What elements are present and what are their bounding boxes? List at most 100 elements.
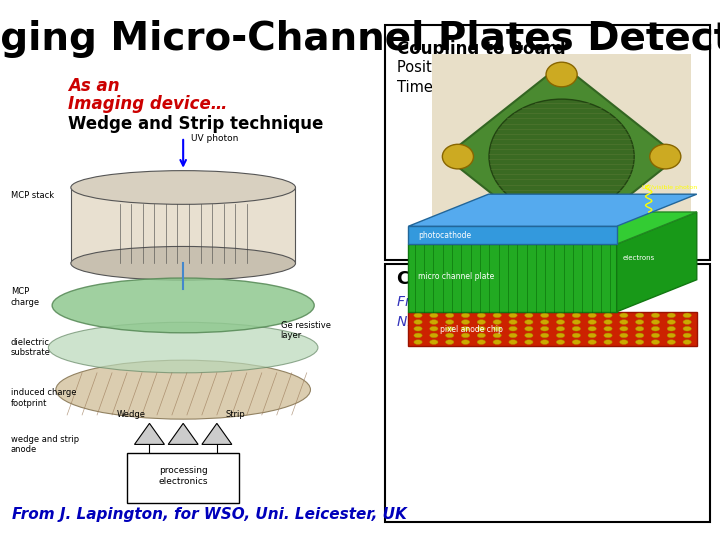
Text: electrons: electrons <box>623 255 655 261</box>
Circle shape <box>477 326 485 331</box>
Circle shape <box>493 313 501 318</box>
Circle shape <box>430 333 438 338</box>
Circle shape <box>636 333 644 338</box>
Ellipse shape <box>71 246 295 280</box>
Circle shape <box>652 340 660 345</box>
Circle shape <box>620 333 628 338</box>
Circle shape <box>588 340 596 345</box>
Polygon shape <box>135 423 164 444</box>
Circle shape <box>652 320 660 325</box>
Circle shape <box>604 320 612 325</box>
Text: Strip: Strip <box>225 410 246 420</box>
Bar <box>385 264 710 522</box>
Text: Time:       1ns: Time: 1ns <box>397 80 497 95</box>
Circle shape <box>572 313 580 318</box>
Text: UV photon: UV photon <box>191 134 238 143</box>
Circle shape <box>493 320 501 325</box>
Circle shape <box>414 333 422 338</box>
Circle shape <box>509 333 517 338</box>
Polygon shape <box>445 64 678 249</box>
Text: pixel anode chip: pixel anode chip <box>441 325 503 334</box>
Text: dielectric
substrate: dielectric substrate <box>11 338 51 357</box>
Circle shape <box>572 340 580 345</box>
Text: Wedge: Wedge <box>116 410 145 420</box>
Circle shape <box>509 340 517 345</box>
Ellipse shape <box>52 278 314 333</box>
Circle shape <box>509 320 517 325</box>
Circle shape <box>620 340 628 345</box>
Text: MCP
charge: MCP charge <box>11 287 40 307</box>
Circle shape <box>683 313 691 318</box>
Text: Imaging Micro-Channel Plates Detectors: Imaging Micro-Channel Plates Detectors <box>0 20 720 58</box>
Circle shape <box>462 320 469 325</box>
Circle shape <box>652 313 660 318</box>
Circle shape <box>588 320 596 325</box>
Circle shape <box>414 313 422 318</box>
Circle shape <box>462 313 469 318</box>
Ellipse shape <box>56 360 310 419</box>
Circle shape <box>493 340 501 345</box>
Circle shape <box>636 326 644 331</box>
Circle shape <box>667 313 675 318</box>
Circle shape <box>541 313 549 318</box>
Circle shape <box>430 313 438 318</box>
Circle shape <box>557 326 564 331</box>
Polygon shape <box>408 244 616 312</box>
Circle shape <box>462 340 469 345</box>
Polygon shape <box>408 312 697 346</box>
Circle shape <box>620 320 628 325</box>
Circle shape <box>509 313 517 318</box>
Circle shape <box>667 320 675 325</box>
Circle shape <box>525 340 533 345</box>
Circle shape <box>541 333 549 338</box>
Text: NIM 591 2008: NIM 591 2008 <box>397 315 495 329</box>
Circle shape <box>557 313 564 318</box>
Text: MCP stack: MCP stack <box>11 191 54 200</box>
Text: Coupling to ASIC:   3 μm: Coupling to ASIC: 3 μm <box>397 270 643 288</box>
Circle shape <box>683 340 691 345</box>
Circle shape <box>572 326 580 331</box>
Ellipse shape <box>71 171 295 204</box>
Text: micro channel plate: micro channel plate <box>418 272 495 281</box>
Circle shape <box>525 320 533 325</box>
Circle shape <box>430 340 438 345</box>
Circle shape <box>572 320 580 325</box>
Circle shape <box>604 313 612 318</box>
Circle shape <box>636 320 644 325</box>
Circle shape <box>477 340 485 345</box>
Circle shape <box>572 333 580 338</box>
Circle shape <box>683 326 691 331</box>
Text: UV/visible photon: UV/visible photon <box>642 185 698 190</box>
Polygon shape <box>71 187 295 264</box>
Polygon shape <box>408 194 697 226</box>
Text: From GLAST, Bellazini et al…: From GLAST, Bellazini et al… <box>397 295 596 309</box>
Circle shape <box>462 333 469 338</box>
Polygon shape <box>408 212 697 244</box>
Circle shape <box>446 320 454 325</box>
Polygon shape <box>168 423 198 444</box>
Text: As an: As an <box>68 77 120 95</box>
Circle shape <box>430 320 438 325</box>
Text: processing
electronics: processing electronics <box>158 467 208 485</box>
Circle shape <box>493 326 501 331</box>
Circle shape <box>604 333 612 338</box>
Text: Position:  10μm resolution: Position: 10μm resolution <box>397 60 588 75</box>
Ellipse shape <box>48 322 318 373</box>
Circle shape <box>652 333 660 338</box>
Circle shape <box>509 326 517 331</box>
Circle shape <box>541 340 549 345</box>
Text: Coupling to Board: Coupling to Board <box>397 40 566 58</box>
Circle shape <box>557 320 564 325</box>
Text: From J. Lapington, for WSO, Uni. Leicester, UK: From J. Lapington, for WSO, Uni. Leicest… <box>12 507 407 522</box>
Circle shape <box>446 313 454 318</box>
Text: Wedge and Strip technique: Wedge and Strip technique <box>68 115 323 133</box>
Circle shape <box>446 340 454 345</box>
Circle shape <box>557 340 564 345</box>
Circle shape <box>604 340 612 345</box>
Circle shape <box>683 320 691 325</box>
Circle shape <box>430 326 438 331</box>
Circle shape <box>525 333 533 338</box>
Circle shape <box>588 313 596 318</box>
Circle shape <box>667 340 675 345</box>
Circle shape <box>477 313 485 318</box>
